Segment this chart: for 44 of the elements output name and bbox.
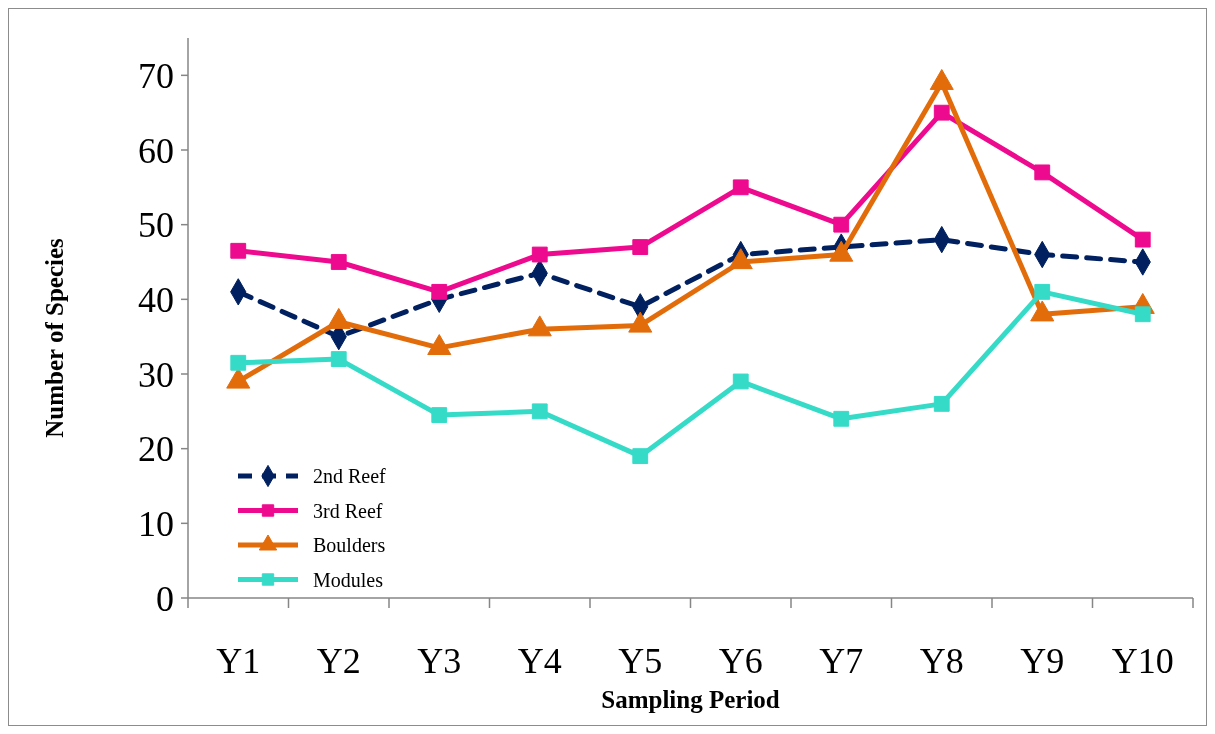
x-tick-label: Y2 <box>316 641 361 681</box>
point <box>833 410 850 427</box>
x-tick-label: Y3 <box>417 641 462 681</box>
point <box>933 104 950 121</box>
point <box>230 354 247 371</box>
x-tick-label: Y9 <box>1020 641 1065 681</box>
x-tick-label: Y7 <box>819 641 864 681</box>
x-tick-label: Y1 <box>216 641 261 681</box>
y-tick-label: 40 <box>138 279 174 320</box>
legend-label: 3rd Reef <box>313 499 383 522</box>
x-tick-label: Y6 <box>718 641 763 681</box>
x-axis-title: Sampling Period <box>601 686 780 713</box>
point <box>632 448 649 465</box>
point <box>431 407 448 423</box>
legend-label: 2nd Reef <box>313 465 387 487</box>
point <box>1034 283 1051 300</box>
y-tick-label: 20 <box>138 429 174 470</box>
y-tick-label: 30 <box>138 354 174 395</box>
point <box>531 403 548 420</box>
point <box>431 283 448 300</box>
point <box>531 246 548 263</box>
point <box>833 216 850 233</box>
legend-label: Boulders <box>313 534 386 556</box>
point <box>330 351 347 367</box>
y-tick-label: 70 <box>138 55 174 96</box>
x-tick-label: Y10 <box>1111 641 1174 681</box>
y-tick-label: 60 <box>138 130 174 171</box>
y-tick-label: 0 <box>156 578 174 619</box>
x-tick-label: Y4 <box>517 641 562 681</box>
point <box>230 242 247 259</box>
y-tick-label: 50 <box>138 205 174 246</box>
point <box>732 373 749 390</box>
y-tick-label: 10 <box>138 503 174 544</box>
y-axis-title: Number of Species <box>41 237 68 438</box>
legend-label: Modules <box>313 568 384 591</box>
point <box>933 395 950 412</box>
point <box>732 179 749 196</box>
point <box>1134 231 1151 248</box>
point <box>632 239 649 255</box>
point <box>330 254 347 270</box>
point <box>1134 306 1151 323</box>
x-tick-label: Y5 <box>618 641 663 681</box>
x-tick-label: Y8 <box>919 641 964 681</box>
point <box>1034 164 1051 181</box>
